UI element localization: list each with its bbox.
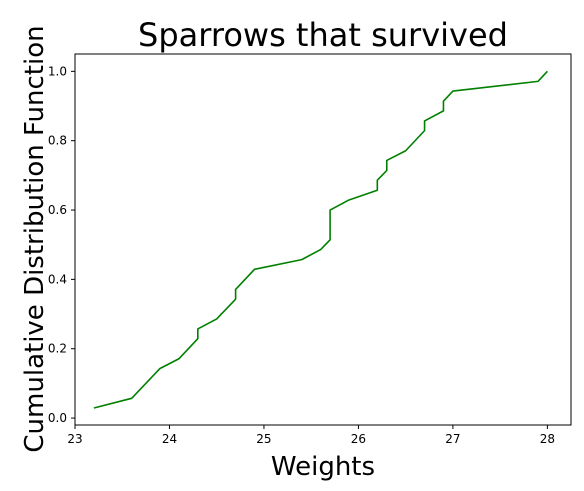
x-tick-label: 27 bbox=[445, 432, 460, 446]
plot-area bbox=[74, 53, 572, 426]
y-tick-label: 0.4 bbox=[48, 272, 67, 286]
x-tick-label: 26 bbox=[351, 432, 366, 446]
y-tick-label: 1.0 bbox=[48, 64, 67, 78]
x-tick-label: 24 bbox=[162, 432, 177, 446]
x-tick-label: 23 bbox=[67, 432, 82, 446]
x-axis-label: Weights bbox=[271, 452, 375, 482]
series-line-cdf bbox=[93, 70, 548, 409]
y-axis: 0.0 0.2 0.4 0.6 0.8 1.0 bbox=[48, 64, 75, 425]
x-tick-label: 28 bbox=[540, 432, 555, 446]
y-tick-label: 0.8 bbox=[48, 134, 67, 148]
y-tick-label: 0.0 bbox=[48, 411, 67, 425]
y-tick-label: 0.2 bbox=[48, 342, 67, 356]
y-tick-label: 0.6 bbox=[48, 203, 67, 217]
chart-title: Sparrows that survived bbox=[138, 16, 508, 54]
x-tick-label: 25 bbox=[256, 432, 271, 446]
plot-frame bbox=[74, 53, 572, 426]
x-axis: 23 24 25 26 27 28 bbox=[67, 425, 555, 446]
y-axis-label: Cumulative Distribution Function bbox=[20, 25, 50, 452]
